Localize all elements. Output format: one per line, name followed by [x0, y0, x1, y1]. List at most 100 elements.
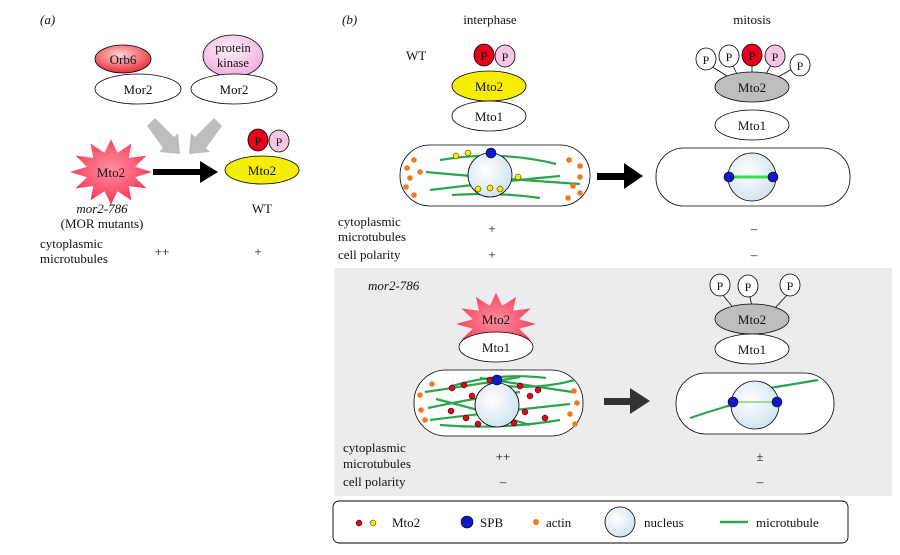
- mutant-inter-mt-value: ++: [496, 449, 511, 464]
- wt-row1-label-1: cytoplasmic: [338, 214, 401, 229]
- mutant-transition-arrow-head: [630, 388, 650, 414]
- legend-nucleus-circle: [604, 506, 636, 538]
- mutant-row1-label-2: microtubules: [343, 456, 411, 471]
- mutant-inter-mto2-star: [456, 292, 536, 356]
- legend-spb-label: SPB: [480, 515, 503, 530]
- wt-inter-mto1-label: Mto1: [475, 109, 503, 124]
- mutant-row2-label: cell polarity: [343, 474, 406, 489]
- wt-mit-spb-right: [767, 171, 779, 183]
- wt-mit-p-5: [789, 53, 811, 77]
- wt-label-b: WT: [406, 48, 426, 63]
- wt-inter-spb: [485, 147, 497, 159]
- mor2-right-label: Mor2: [220, 82, 249, 97]
- phospho-red: [247, 128, 269, 152]
- mutant-transition-arrow-shaft: [604, 398, 634, 405]
- orb6-label: Orb6: [110, 52, 137, 67]
- wt-inter-p-red-label: P: [481, 49, 488, 63]
- mutant-mit-p-3: [779, 273, 801, 297]
- mutant-value-a: ++: [155, 244, 170, 259]
- wt-mit-mt-value: –: [750, 221, 758, 236]
- mor2-right-ellipse: [190, 73, 278, 105]
- wt-row2-label: cell polarity: [338, 247, 401, 262]
- mutant-mit-p-1-label: P: [717, 279, 724, 293]
- wt-mit-pol-value: –: [750, 247, 758, 262]
- legend-actin-dot: [533, 519, 539, 525]
- wt-inter-mto1: [451, 100, 527, 132]
- mutant-row1-label-1: cytoplasmic: [343, 440, 406, 455]
- wt-mit-p-3: [741, 43, 763, 67]
- mutant-label-b: mor2-786: [368, 278, 420, 293]
- row-label-a-1: cytoplasmic: [40, 236, 103, 251]
- wt-mit-mto1: [714, 109, 790, 141]
- mutant-inter-spb: [491, 374, 503, 386]
- mutant-inter-mto2-label: Mto2: [482, 312, 510, 327]
- orb6-ellipse: [94, 44, 152, 74]
- wt-mit-p-2-label: P: [726, 50, 733, 64]
- mutant-mit-mto1-label: Mto1: [738, 342, 766, 357]
- gray-arrows: [147, 118, 222, 154]
- wt-mit-p-4-label: P: [772, 50, 779, 64]
- mutant-mit-p-1: [709, 273, 731, 297]
- legend-mto2-red-dot: [355, 519, 363, 527]
- legend-mto2-label: Mto2: [392, 515, 420, 530]
- mutant-mit-spb-right: [771, 396, 783, 408]
- mutant-mit-p-2-label: P: [745, 280, 752, 294]
- wt-inter-pol-value: +: [488, 247, 495, 262]
- mutant-mit-pol-value: –: [756, 474, 764, 489]
- wt-mit-p-2: [718, 44, 740, 68]
- wt-inter-mt-value: +: [488, 221, 495, 236]
- wt-mit-p-1: [695, 47, 717, 71]
- mutant-inter-mto1-label: Mto1: [482, 340, 510, 355]
- phospho-pink: [268, 129, 290, 153]
- wt-value-a: +: [254, 244, 261, 259]
- mor2-left-label: Mor2: [124, 82, 153, 97]
- legend-mto2-yellow-dot: [369, 519, 377, 527]
- mutant-mit-mt-value: ±: [756, 449, 763, 464]
- wt-inter-p-pink: [494, 44, 516, 68]
- mutant-inter-pol-value: –: [499, 474, 507, 489]
- legend-box: [332, 500, 849, 544]
- wt-transition-arrow-head: [624, 163, 643, 189]
- mutant-inter-mto2-dots: [447, 376, 549, 428]
- wt-transition-arrow-shaft: [597, 173, 627, 180]
- wt-mit-p-5-label: P: [797, 59, 804, 73]
- mor2-left-ellipse: [94, 73, 182, 105]
- mutant-name: mor2-786: [76, 201, 128, 216]
- mto2-wt-ellipse: [224, 155, 300, 185]
- protein-kinase-label-1: protein: [215, 41, 251, 55]
- wt-mit-p-3-label: P: [749, 49, 756, 63]
- wt-inter-actin: [403, 157, 583, 201]
- wt-mit-mto2: [714, 71, 790, 103]
- mutant-mit-nucleus: [730, 380, 780, 430]
- wt-mit-mto2-label: Mto2: [738, 80, 766, 95]
- phospho-pink-label: P: [276, 135, 283, 149]
- mutant-subname: (MOR mutants): [61, 216, 144, 231]
- legend-spb-dot: [460, 515, 474, 529]
- panel-a-label: (a): [40, 12, 55, 27]
- mutant-mit-spb-left: [727, 396, 739, 408]
- phospho-red-label: P: [255, 134, 262, 148]
- wt-mit-mto1-label: Mto1: [738, 118, 766, 133]
- wt-inter-mto2-dots: [452, 149, 522, 193]
- wt-inter-mto2-label: Mto2: [475, 79, 503, 94]
- legend-actin-label: actin: [546, 515, 572, 530]
- activation-arrow-head: [200, 161, 218, 183]
- legend-nucleus-label: nucleus: [644, 515, 684, 530]
- mutant-mit-p-3-label: P: [787, 279, 794, 293]
- panel-b-label: (b): [342, 12, 357, 27]
- wt-row1-label-2: microtubules: [338, 229, 406, 244]
- mutant-mit-mto1: [714, 333, 790, 365]
- wt-inter-p-red: [473, 43, 495, 67]
- protein-kinase-label-2: kinase: [217, 56, 249, 70]
- legend-microtubule-label: microtubule: [756, 515, 819, 530]
- mutant-inter-mto1: [458, 331, 534, 363]
- col-mitosis: mitosis: [733, 12, 771, 27]
- mto2-mutant-label: Mto2: [97, 165, 125, 180]
- mto2-mutant-star: [70, 139, 152, 205]
- mutant-mit-mto2-label: Mto2: [738, 312, 766, 327]
- wt-name-a: WT: [252, 201, 272, 216]
- wt-mit-spb-left: [723, 171, 735, 183]
- mutant-mit-p-2: [737, 274, 759, 298]
- wt-mit-p-4: [764, 44, 786, 68]
